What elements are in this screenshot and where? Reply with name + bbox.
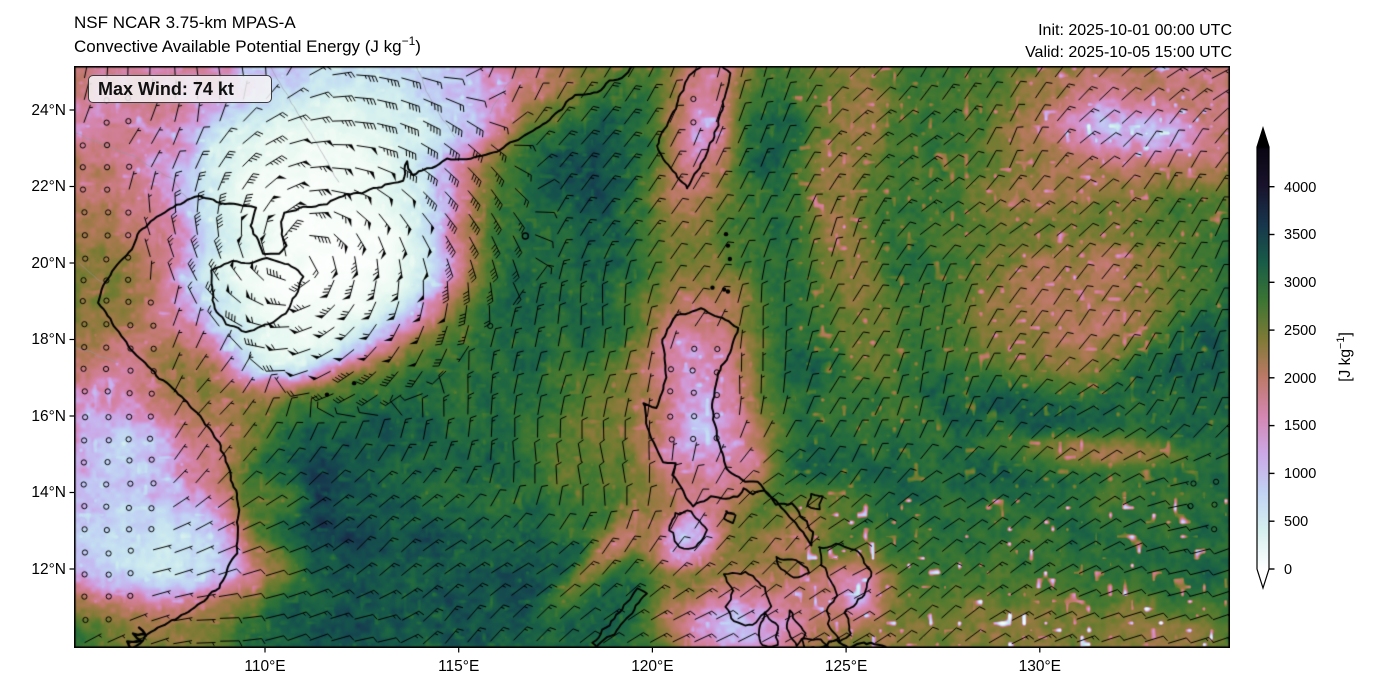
svg-text:16°N: 16°N: [31, 408, 66, 425]
svg-text:130°E: 130°E: [1019, 658, 1061, 675]
svg-text:1000: 1000: [1284, 466, 1316, 482]
svg-text:[J kg−1]: [J kg−1]: [1335, 332, 1354, 382]
svg-text:NSF NCAR 3.75-km MPAS-A: NSF NCAR 3.75-km MPAS-A: [74, 13, 296, 32]
svg-text:2500: 2500: [1284, 323, 1316, 339]
svg-text:125°E: 125°E: [825, 658, 867, 675]
svg-text:0: 0: [1284, 562, 1292, 578]
svg-text:2000: 2000: [1284, 371, 1316, 387]
svg-text:110°E: 110°E: [244, 658, 285, 675]
svg-text:22°N: 22°N: [31, 178, 66, 195]
svg-text:4000: 4000: [1284, 180, 1316, 196]
svg-text:12°N: 12°N: [31, 561, 66, 578]
svg-text:Init: 2025-10-01 00:00 UTC: Init: 2025-10-01 00:00 UTC: [1038, 22, 1232, 39]
svg-text:Valid: 2025-10-05 15:00 UTC: Valid: 2025-10-05 15:00 UTC: [1025, 44, 1232, 61]
svg-text:3500: 3500: [1284, 227, 1316, 243]
svg-text:115°E: 115°E: [438, 658, 479, 675]
svg-text:18°N: 18°N: [31, 331, 66, 348]
svg-text:24°N: 24°N: [31, 102, 66, 119]
svg-text:120°E: 120°E: [631, 658, 673, 675]
svg-text:3000: 3000: [1284, 275, 1316, 291]
svg-text:1500: 1500: [1284, 418, 1316, 434]
svg-text:Convective Available Potential: Convective Available Potential Energy (J…: [74, 34, 421, 56]
svg-text:14°N: 14°N: [31, 484, 66, 501]
svg-text:500: 500: [1284, 514, 1308, 530]
svg-text:20°N: 20°N: [31, 255, 66, 272]
